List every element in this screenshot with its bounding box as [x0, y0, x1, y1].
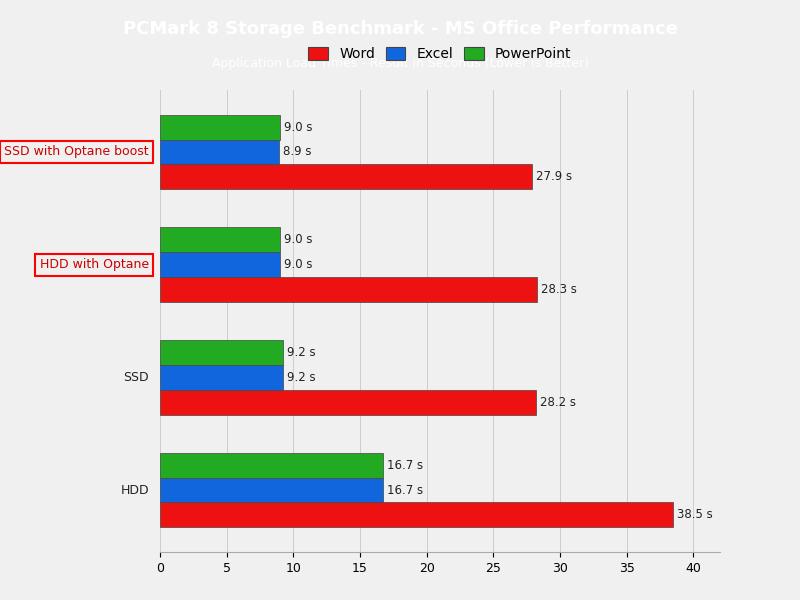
- Text: 28.3 s: 28.3 s: [542, 283, 578, 296]
- Bar: [160, 277, 538, 302]
- Text: 9.2 s: 9.2 s: [286, 346, 315, 359]
- Text: 9.0 s: 9.0 s: [284, 233, 313, 247]
- Text: PCMark 8 Storage Benchmark - MS Office Performance: PCMark 8 Storage Benchmark - MS Office P…: [122, 20, 678, 38]
- Text: 9.2 s: 9.2 s: [286, 371, 315, 384]
- Bar: [160, 140, 278, 164]
- Bar: [160, 227, 280, 252]
- Bar: [160, 252, 280, 277]
- Text: 38.5 s: 38.5 s: [678, 508, 713, 521]
- Text: 8.9 s: 8.9 s: [282, 145, 311, 158]
- Text: SSD with Optane boost: SSD with Optane boost: [4, 145, 149, 158]
- Bar: [160, 340, 282, 365]
- Bar: [160, 390, 536, 415]
- Text: 28.2 s: 28.2 s: [540, 395, 576, 409]
- Bar: [160, 502, 674, 527]
- Text: SSD: SSD: [123, 371, 149, 384]
- Text: Application Load Times - Result in Seconds (Lower is Better): Application Load Times - Result in Secon…: [211, 58, 589, 70]
- Bar: [160, 365, 282, 390]
- Bar: [160, 164, 532, 189]
- Bar: [160, 115, 280, 140]
- Bar: [160, 478, 382, 502]
- Text: 16.7 s: 16.7 s: [386, 484, 422, 497]
- Text: HDD with Optane: HDD with Optane: [40, 258, 149, 271]
- Text: 16.7 s: 16.7 s: [386, 459, 422, 472]
- Text: HDD: HDD: [120, 484, 149, 497]
- Text: 27.9 s: 27.9 s: [536, 170, 572, 183]
- Text: 9.0 s: 9.0 s: [284, 258, 313, 271]
- Bar: [160, 453, 382, 478]
- Text: 9.0 s: 9.0 s: [284, 121, 313, 134]
- Legend: Word, Excel, PowerPoint: Word, Excel, PowerPoint: [303, 41, 577, 67]
